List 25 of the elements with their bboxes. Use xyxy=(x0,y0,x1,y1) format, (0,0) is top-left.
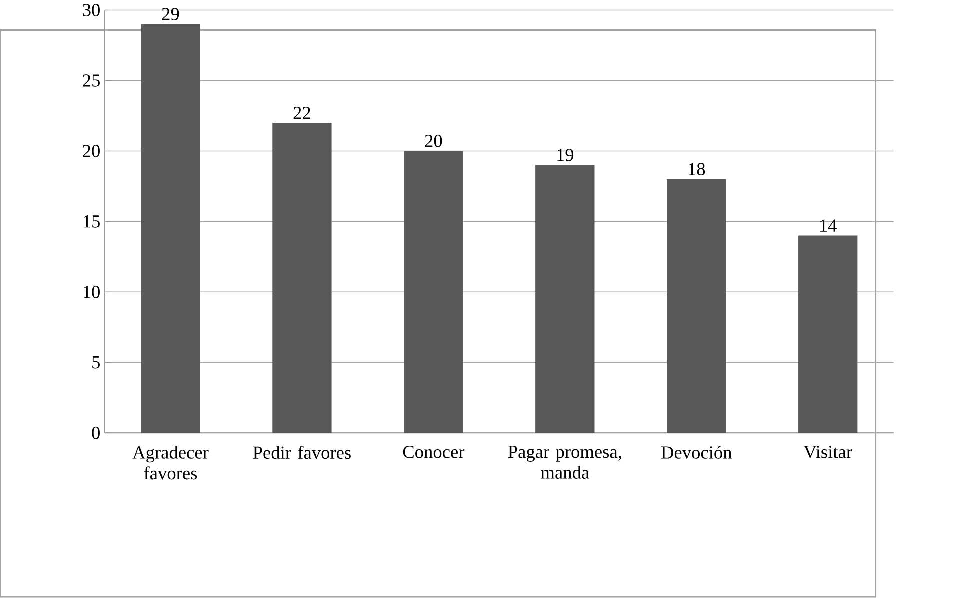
data-label: 20 xyxy=(425,135,442,148)
bar xyxy=(536,165,595,434)
data-label: 14 xyxy=(820,220,837,232)
y-tick-label: 10 xyxy=(84,286,100,298)
bar xyxy=(141,24,200,434)
data-label: 22 xyxy=(294,107,310,120)
y-tick-label: 5 xyxy=(92,356,100,369)
x-tick-label: Conocer xyxy=(403,446,465,458)
data-label: 19 xyxy=(558,149,574,162)
bar xyxy=(798,236,858,434)
x-tick-label: Pagar promesa, manda xyxy=(508,446,622,480)
bar xyxy=(404,151,464,434)
y-tick-label: 20 xyxy=(83,145,100,158)
bar xyxy=(667,179,726,434)
data-label: 29 xyxy=(162,8,180,21)
bar xyxy=(272,123,332,434)
y-tick-label: 25 xyxy=(83,74,100,87)
x-tick-label: Agradecer favores xyxy=(132,446,209,480)
y-tick-label: 30 xyxy=(83,4,100,17)
x-tick-label: Visitar xyxy=(804,446,852,458)
x-tick-label: Devoción xyxy=(662,446,732,460)
x-tick-label: Pedir favores xyxy=(253,446,351,460)
data-label: 18 xyxy=(689,163,706,176)
y-tick-label: 0 xyxy=(92,427,100,440)
y-tick-label: 15 xyxy=(84,216,100,228)
